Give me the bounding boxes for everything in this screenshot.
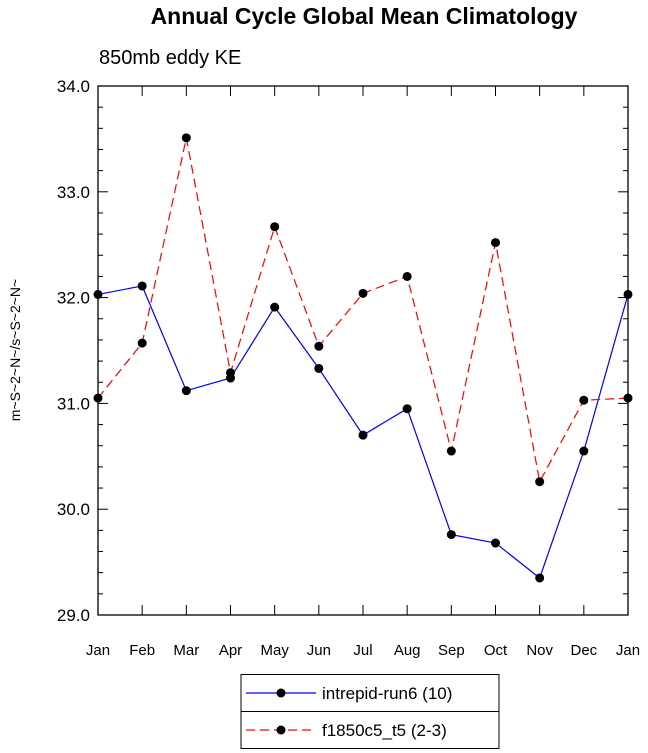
data-point [226, 368, 235, 378]
data-point [181, 386, 191, 396]
data-point [93, 393, 103, 403]
x-tick-label: Jun [307, 642, 331, 659]
legend-marker [276, 688, 286, 698]
data-point [491, 238, 500, 248]
legend-label: f1850c5_t5 (2-3) [322, 721, 447, 740]
data-point [314, 341, 324, 351]
y-tick-label: 31.0 [57, 394, 90, 413]
data-point [446, 446, 456, 456]
x-tick-label: Sep [438, 642, 465, 659]
data-point [491, 538, 500, 548]
legend: intrepid-run6 (10) f1850c5_t5 (2-3) [240, 674, 500, 749]
plot-frame [97, 85, 629, 616]
data-point [402, 404, 412, 414]
y-axis-label: m~S~2~N~/s~S~2~N~ [7, 279, 23, 421]
data-point [623, 289, 633, 299]
data-point [314, 363, 324, 373]
data-point [270, 222, 280, 232]
data-point [402, 271, 412, 281]
data-point [137, 281, 147, 291]
y-tick-label: 34.0 [57, 77, 90, 96]
x-tick-label: Aug [394, 642, 421, 659]
legend-label: intrepid-run6 (10) [322, 684, 452, 703]
y-tick-label: 29.0 [57, 606, 90, 625]
data-point [446, 530, 456, 540]
data-point [579, 395, 589, 405]
x-tick-label: Jan [616, 642, 640, 659]
data-point [181, 133, 191, 143]
data-point [93, 289, 103, 299]
x-tick-label: Feb [129, 642, 155, 659]
x-tick-label: Apr [219, 642, 242, 659]
data-point [535, 477, 545, 487]
x-tick-label: Jan [86, 642, 110, 659]
chart-subtitle: 850mb eddy KE [99, 47, 241, 69]
data-point [270, 302, 280, 312]
y-tick-label: 33.0 [57, 183, 90, 202]
x-tick-label: Nov [526, 642, 553, 659]
chart-title: Annual Cycle Global Mean Climatology [151, 3, 578, 29]
data-point [358, 430, 368, 440]
data-point [137, 338, 147, 348]
data-point [579, 446, 589, 456]
legend-marker [276, 725, 286, 735]
y-tick-label: 32.0 [57, 289, 90, 308]
data-point [623, 393, 633, 403]
x-tick-label: Jul [353, 642, 372, 659]
x-tick-label: Dec [570, 642, 597, 659]
data-point [535, 573, 545, 583]
x-tick-label: Oct [484, 642, 508, 659]
x-tick-label: May [260, 642, 289, 659]
x-tick-label: Mar [173, 642, 199, 659]
y-tick-label: 30.0 [57, 500, 90, 519]
data-point [358, 288, 368, 298]
series-line-1 [97, 137, 629, 484]
